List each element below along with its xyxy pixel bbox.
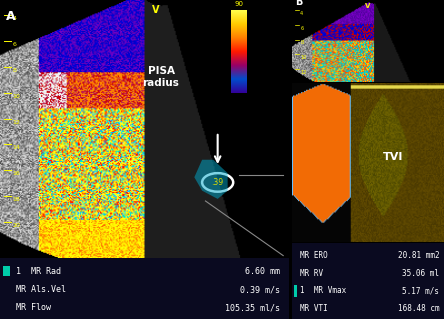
- Text: .39: .39: [212, 178, 224, 187]
- Bar: [293, 285, 297, 297]
- Text: MR Als.Vel: MR Als.Vel: [16, 285, 66, 294]
- Text: PISA
radius: PISA radius: [143, 66, 179, 88]
- Text: 12: 12: [12, 120, 20, 124]
- Text: B: B: [295, 0, 302, 7]
- Text: 5.17 m/s: 5.17 m/s: [402, 286, 440, 295]
- Text: 35.06 ml: 35.06 ml: [402, 269, 440, 278]
- Text: 168.48 cm: 168.48 cm: [398, 304, 440, 313]
- Text: 6.60 mm: 6.60 mm: [245, 267, 280, 276]
- Text: 6: 6: [300, 26, 303, 31]
- Text: MR RV: MR RV: [301, 269, 324, 278]
- Text: 10: 10: [300, 55, 306, 60]
- Text: A: A: [6, 10, 15, 23]
- Text: 90: 90: [234, 1, 243, 7]
- Bar: [3, 266, 10, 276]
- Text: 16: 16: [12, 171, 20, 176]
- Text: 1  MR Vmax: 1 MR Vmax: [301, 286, 347, 295]
- Text: MR VTI: MR VTI: [301, 304, 328, 313]
- Text: 20.81 mm2: 20.81 mm2: [398, 251, 440, 260]
- Text: 4: 4: [300, 11, 303, 16]
- Text: 12: 12: [300, 70, 306, 75]
- Text: 14: 14: [12, 145, 20, 150]
- Text: MR Flow: MR Flow: [16, 303, 51, 312]
- Text: 10: 10: [12, 94, 20, 99]
- Text: 8: 8: [300, 41, 303, 45]
- Text: TVI: TVI: [383, 152, 404, 162]
- Text: 20: 20: [12, 223, 20, 228]
- FancyBboxPatch shape: [0, 239, 375, 319]
- Text: V: V: [152, 5, 159, 15]
- Text: 4: 4: [12, 17, 16, 21]
- Text: 6: 6: [12, 42, 16, 47]
- Text: 8: 8: [12, 68, 16, 73]
- Text: 1  MR Rad: 1 MR Rad: [16, 267, 61, 276]
- Polygon shape: [194, 160, 228, 199]
- Text: 0.39 m/s: 0.39 m/s: [240, 285, 280, 294]
- Text: MR ERO: MR ERO: [301, 251, 328, 260]
- Text: V: V: [365, 3, 371, 9]
- Text: 105.35 ml/s: 105.35 ml/s: [225, 303, 280, 312]
- Text: 18: 18: [12, 197, 20, 202]
